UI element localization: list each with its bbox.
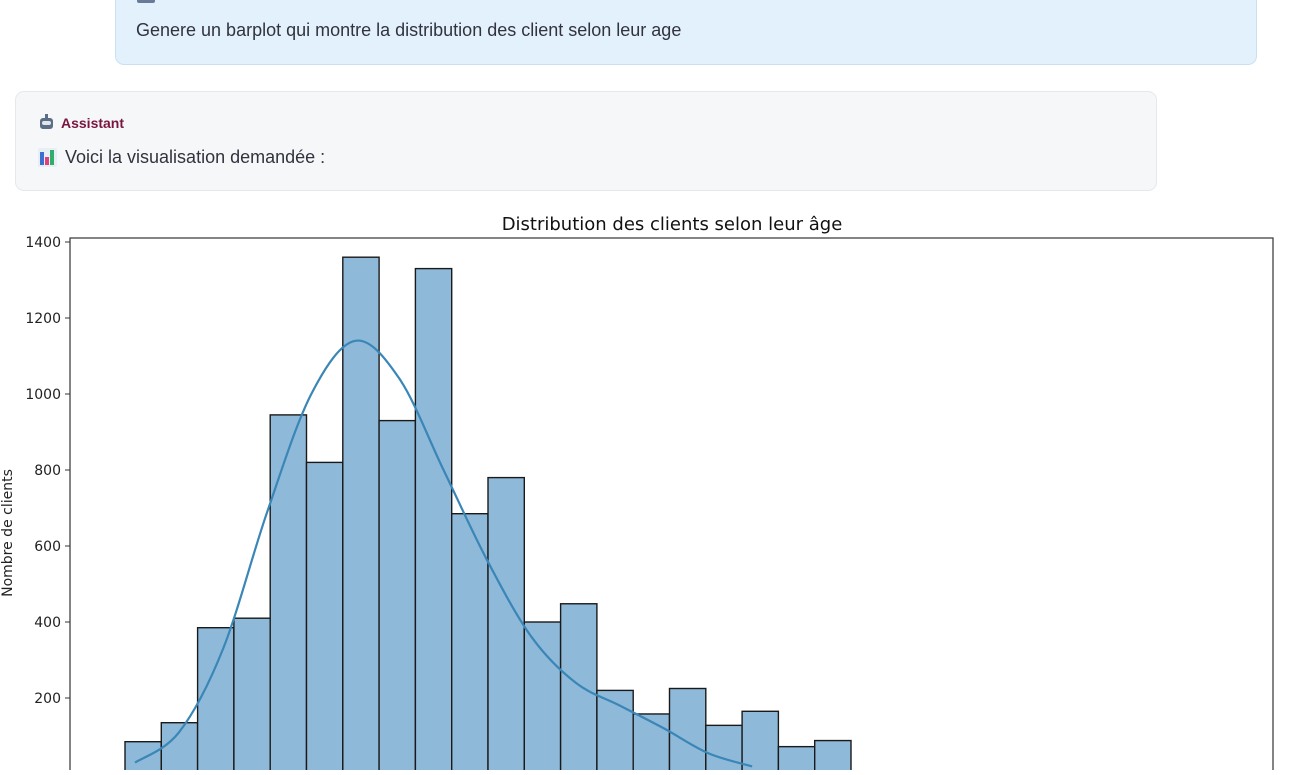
assistant-message-text: Voici la visualisation demandée : [65, 147, 326, 167]
histogram-bar [741, 710, 780, 775]
chart-title: Distribution des clients selon leur âge [502, 214, 843, 235]
chart: Distribution des clients selon leur âge … [0, 205, 1294, 775]
histogram-bar [305, 461, 344, 775]
user-message: Genere un barplot qui montre la distribu… [115, 0, 1257, 65]
histogram-bar [814, 739, 852, 775]
histogram-bar [596, 689, 634, 775]
assistant-message: Assistant Voici la visualisation demandé… [15, 91, 1157, 191]
robot-icon [38, 114, 55, 131]
histogram-bar [233, 617, 271, 775]
user-avatar-icon [137, 0, 155, 3]
histogram-bar [378, 419, 417, 775]
y-tick-label: 800 [34, 463, 61, 479]
histogram-bar [451, 513, 489, 775]
assistant-name: Assistant [61, 114, 125, 131]
bar-chart-icon [38, 148, 57, 167]
histogram-bar [342, 256, 380, 775]
histogram-bar [196, 627, 235, 775]
histogram-bar [414, 267, 453, 775]
y-axis-label: Nombre de clients [0, 469, 16, 597]
y-tick-label: 1000 [25, 387, 61, 403]
y-tick-label: 1200 [25, 311, 61, 327]
y-tick-label: 1400 [25, 235, 61, 251]
bars-group [124, 256, 888, 775]
histogram-bar [487, 476, 525, 775]
assistant-header: Assistant [38, 114, 124, 131]
histogram-bar [668, 687, 707, 775]
histogram-bar [124, 741, 162, 775]
y-tick-label: 200 [34, 691, 61, 707]
histogram-bar [523, 621, 562, 775]
histogram-bar [559, 603, 598, 775]
histogram-bar [160, 722, 199, 775]
histogram-bar [269, 414, 308, 775]
histogram-chart: Distribution des clients selon leur âge … [0, 214, 1274, 775]
histogram-bar [632, 713, 671, 775]
y-tick-label: 400 [34, 615, 61, 631]
y-ticks-group: 200 400 600 800 1000 1200 1400 [25, 235, 70, 707]
y-tick-label: 600 [34, 539, 61, 555]
assistant-body: Voici la visualisation demandée : [38, 147, 325, 168]
user-message-text: Genere un barplot qui montre la distribu… [136, 20, 682, 40]
histogram-bar [705, 724, 743, 775]
histogram-bar [777, 745, 816, 775]
plot-frame [69, 237, 1274, 775]
kde-line [134, 339, 753, 768]
